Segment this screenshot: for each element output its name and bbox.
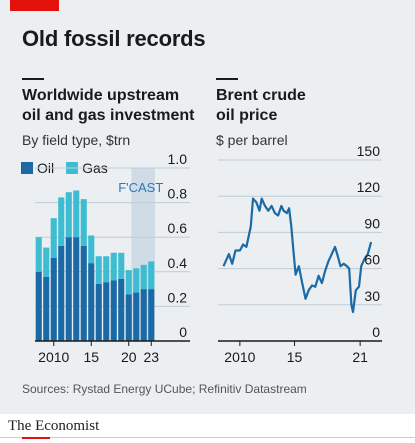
bar-oil-2019 [118, 278, 125, 341]
bar-oil-2018 [110, 280, 117, 341]
bar-gas-2023 [148, 261, 155, 290]
brand-wordmark: The Economist [8, 418, 100, 434]
right-panel-rule [216, 78, 238, 80]
right-ytick-label: 0 [372, 324, 380, 340]
left-ytick-label: 1.0 [168, 151, 188, 167]
left-xtick-label: 20 [121, 349, 137, 365]
left-ytick-label: 0.4 [168, 255, 188, 271]
bar-gas-2017 [103, 256, 110, 283]
left-panel-rule [22, 78, 44, 80]
bar-oil-2023 [148, 289, 155, 341]
footer-red-accent [22, 437, 50, 439]
right-ytick-label: 120 [357, 179, 381, 195]
left-ytick-label: 0 [179, 324, 187, 340]
bar-oil-2017 [103, 282, 110, 341]
bar-gas-2015 [88, 235, 95, 264]
bar-gas-2011 [58, 197, 65, 246]
bar-gas-2019 [118, 252, 125, 279]
left-xtick-label: 15 [83, 349, 99, 365]
forecast-label: F'CAST [118, 180, 163, 195]
bar-gas-2018 [110, 252, 117, 281]
bar-gas-2008 [35, 237, 42, 272]
bar-oil-2022 [140, 289, 147, 341]
bar-oil-2016 [95, 283, 102, 341]
bar-oil-2009 [43, 276, 50, 341]
left-panel-title-line1: Worldwide upstream [22, 87, 180, 104]
bar-gas-2021 [133, 268, 140, 293]
bar-oil-2008 [35, 271, 42, 341]
page-title: Old fossil records [22, 26, 206, 51]
bar-gas-2013 [73, 190, 80, 238]
legend-swatch-oil [21, 162, 33, 174]
bar-oil-2012 [65, 237, 72, 341]
left-xtick-label: 2010 [38, 349, 69, 365]
bar-oil-2013 [73, 237, 80, 341]
bar-oil-2021 [133, 292, 140, 341]
left-ytick-label: 0.6 [168, 220, 188, 236]
bar-oil-2020 [125, 294, 132, 341]
source-note: Sources: Rystad Energy UCube; Refinitiv … [22, 382, 307, 396]
right-ytick-label: 90 [364, 215, 380, 231]
footer-divider [0, 437, 415, 438]
bar-gas-2022 [140, 264, 147, 290]
left-xtick-label: 23 [143, 349, 159, 365]
right-panel-title-line1: Brent crude [216, 87, 306, 104]
right-xtick-label: 21 [352, 349, 368, 365]
bar-oil-2011 [58, 245, 65, 341]
right-panel-title-line2: oil price [216, 107, 278, 124]
brand-red-tag [10, 0, 59, 11]
right-xtick-label: 2010 [224, 349, 255, 365]
left-ytick-label: 0.8 [168, 186, 188, 202]
bar-gas-2009 [43, 247, 50, 277]
bar-gas-2014 [80, 199, 87, 246]
left-panel-subtitle: By field type, $trn [22, 132, 131, 148]
right-xtick-label: 15 [287, 349, 303, 365]
bar-oil-2015 [88, 263, 95, 341]
bar-gas-2010 [50, 218, 57, 258]
bar-oil-2010 [50, 257, 57, 341]
bar-gas-2012 [65, 192, 72, 238]
bar-oil-2014 [80, 245, 87, 341]
right-ytick-label: 60 [364, 252, 380, 268]
charts-svg: F'CAST 0 0.2 0.4 0.6 0.8 1.0 2010 15 20 23 0 30 60 90 1… [35, 143, 382, 365]
left-panel-title-line2: oil and gas investment [22, 107, 195, 124]
bar-gas-2020 [125, 270, 132, 295]
right-panel-subtitle: $ per barrel [216, 132, 288, 148]
bar-gas-2016 [95, 256, 102, 284]
brent-price-line [222, 197, 373, 314]
left-ytick-label: 0.2 [168, 289, 188, 305]
right-ytick-label: 150 [357, 143, 381, 159]
right-ytick-label: 30 [364, 288, 380, 304]
